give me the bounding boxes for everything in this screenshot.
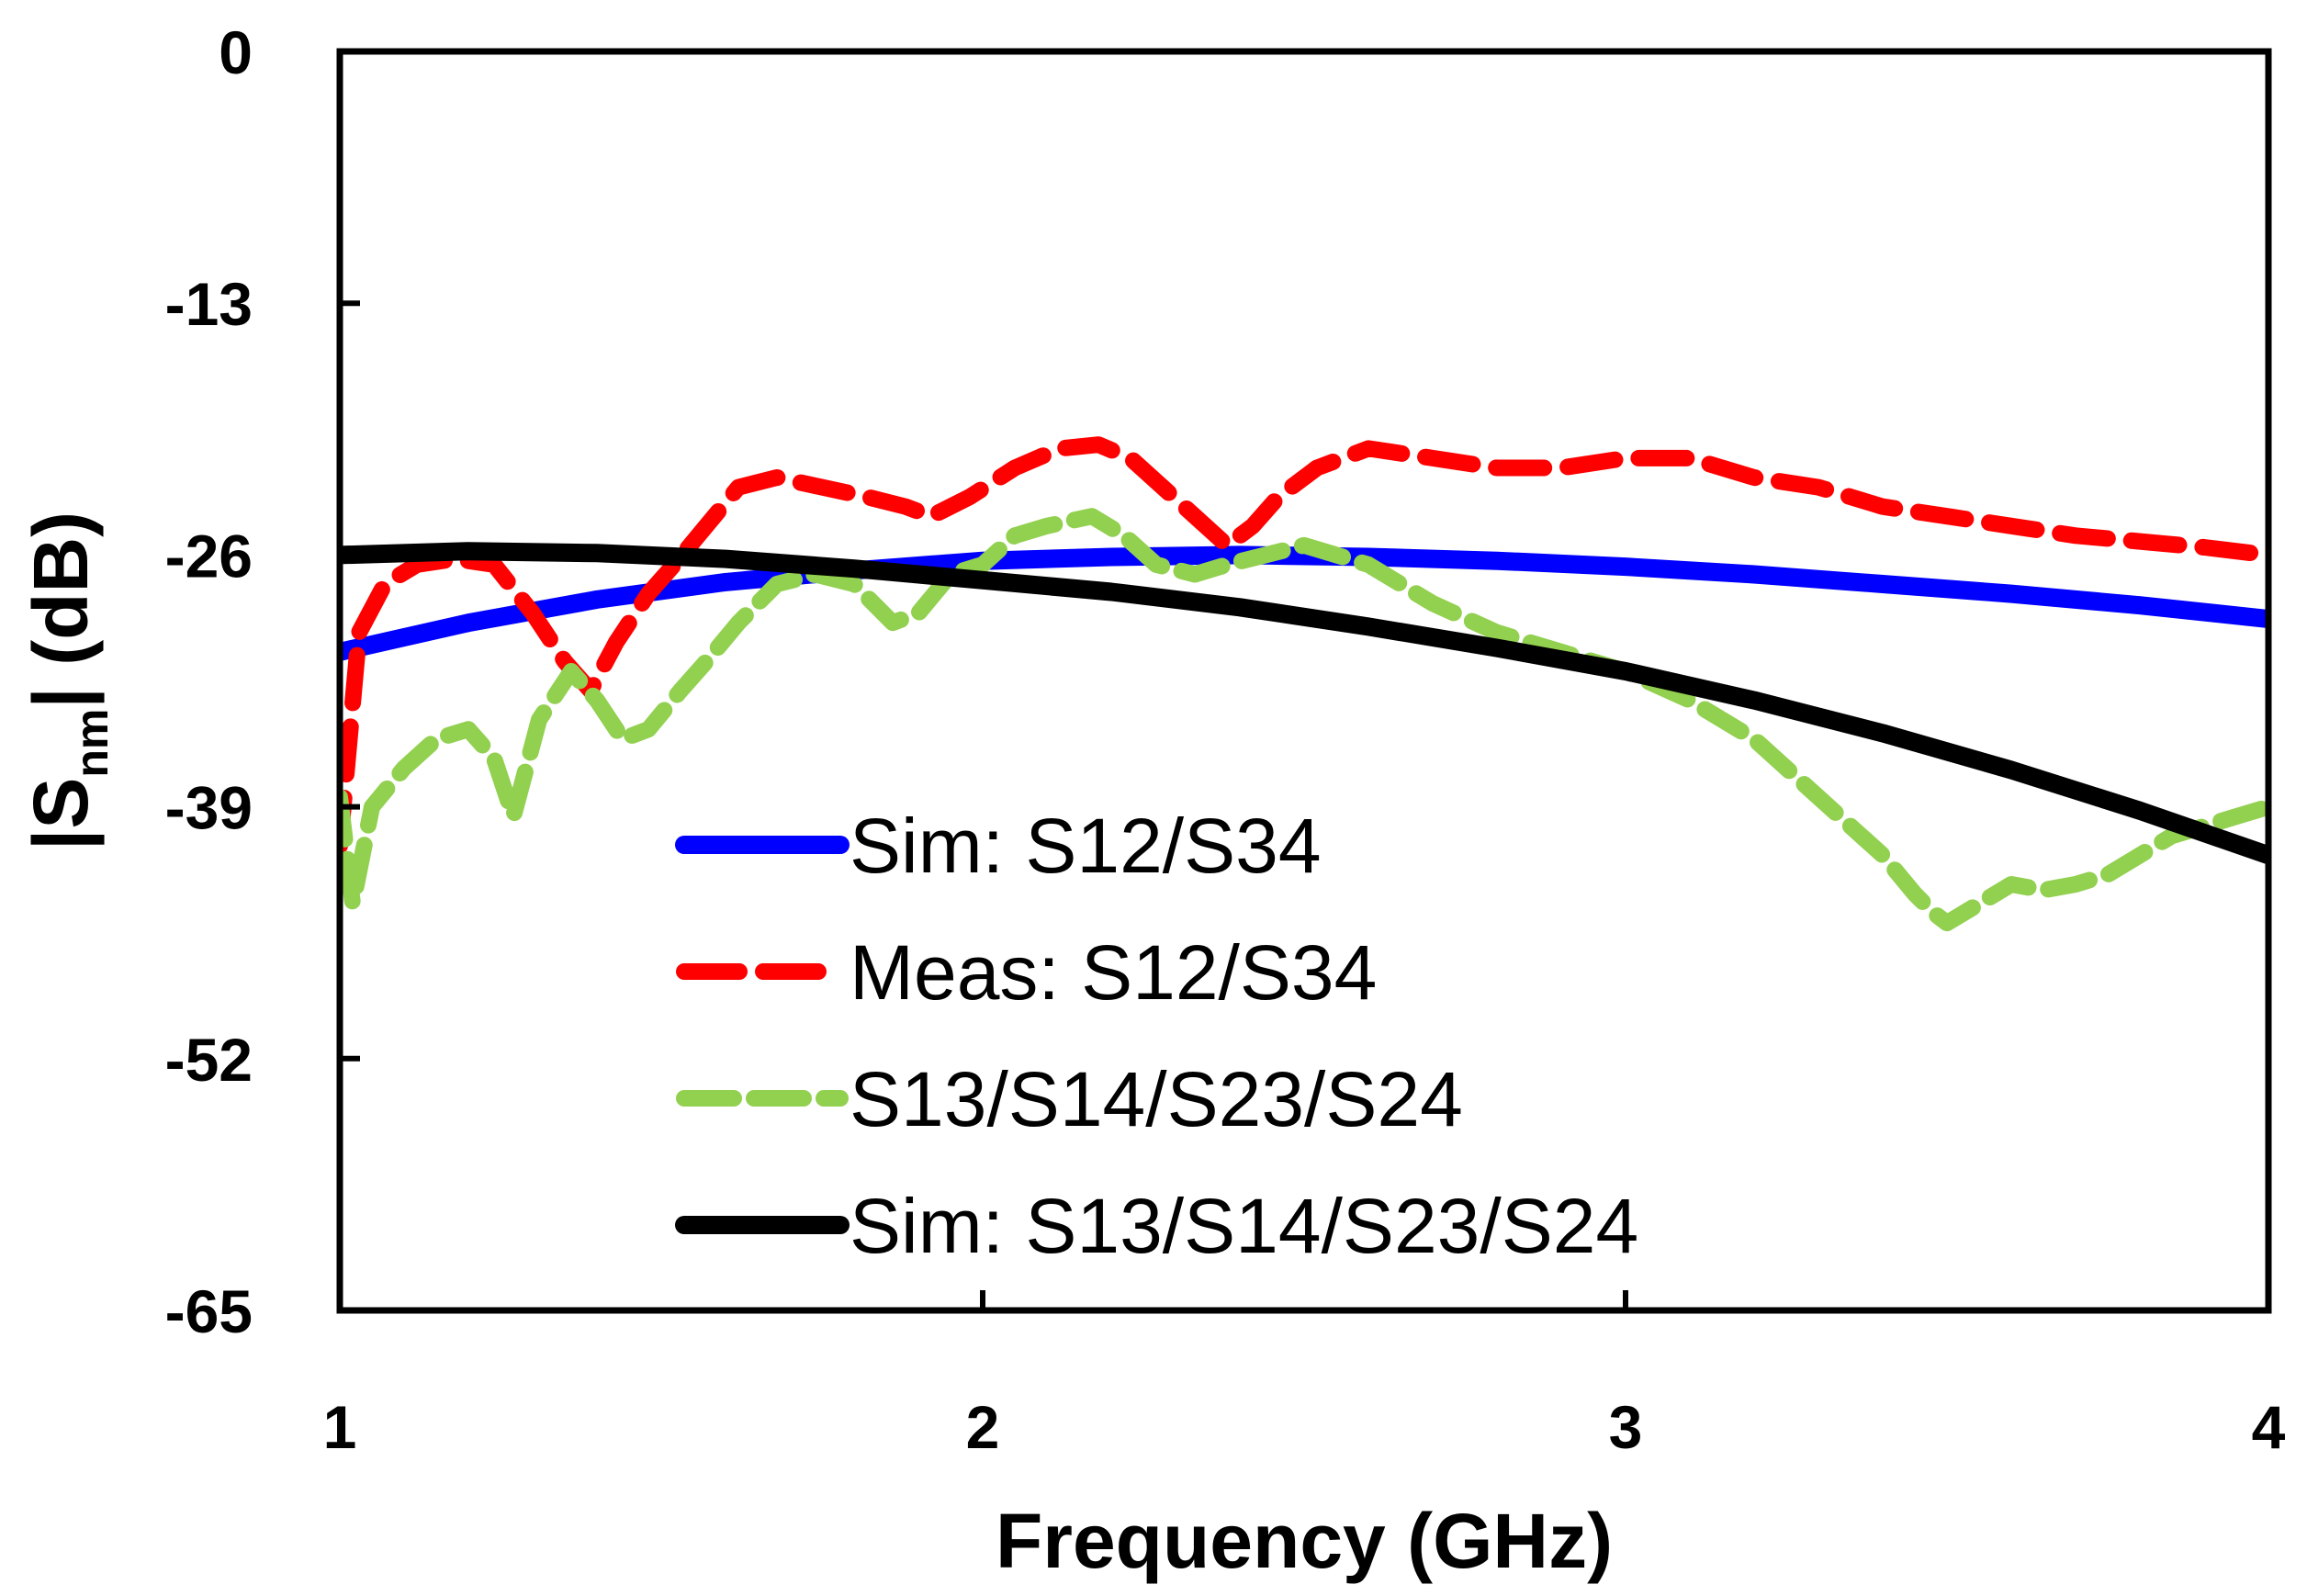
y-tick-label-2: -13: [165, 270, 253, 338]
y-tick-label-5: -52: [165, 1026, 253, 1094]
plot-frame: [336, 48, 2272, 1314]
y-tick-label-1: 0: [219, 18, 253, 86]
tick-layer: [337, 49, 2271, 1313]
x-tick-label-3: 3: [1609, 1393, 1643, 1461]
y-axis-title-post: | (dB): [17, 511, 105, 709]
x-tick-label-2: 2: [966, 1393, 1000, 1461]
x-axis-title: Frequency (GHz): [996, 1498, 1613, 1584]
legend-label-3: S13/S14/S23/S24: [850, 1056, 1463, 1142]
y-tick-label-3: -26: [165, 522, 253, 590]
legend-label-2: Meas: S12/S34: [850, 929, 1377, 1016]
series-line-3: [340, 508, 2268, 932]
y-tick-label-4: -39: [165, 774, 253, 842]
y-axis-title-pre: |S: [17, 778, 105, 851]
tick-labels: 1 2 3 4 0 -13 -26 -39 -52 -65: [165, 18, 2286, 1461]
x-tick-label-1: 1: [323, 1393, 357, 1461]
y-axis-title-sub: nm: [66, 709, 118, 778]
series-line-4: [340, 542, 2268, 865]
legend: Sim: S12/S34 Meas: S12/S34 S13/S14/S23/S24…: [675, 803, 1638, 1269]
series-layer: [340, 436, 2268, 932]
legend-label-4: Sim: S13/S14/S23/S24: [850, 1183, 1638, 1269]
legend-label-1: Sim: S12/S34: [850, 803, 1322, 889]
y-axis-title: |Snm| (dB): [17, 511, 118, 850]
y-tick-label-6: -65: [165, 1277, 253, 1345]
x-tick-label-4: 4: [2252, 1393, 2286, 1461]
